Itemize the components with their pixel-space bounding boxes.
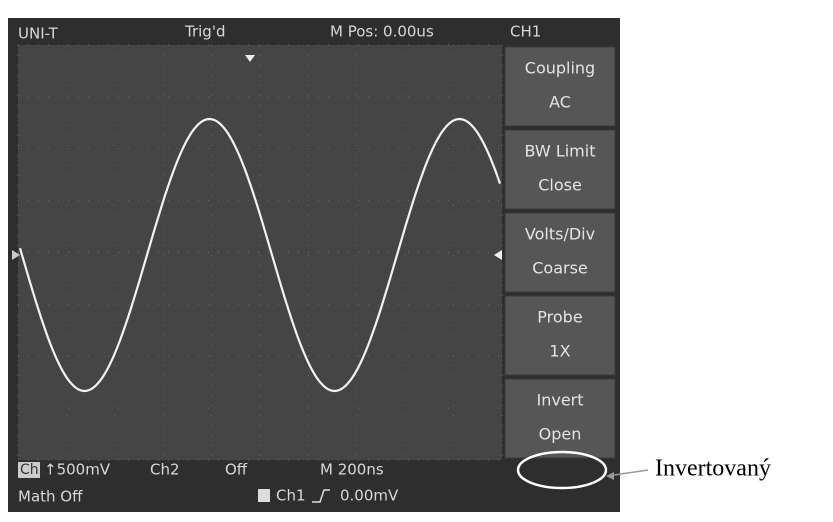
trigger-level: 0.00mV <box>340 487 399 505</box>
menu-label: BW Limit <box>525 142 596 161</box>
menu-value: Coarse <box>532 259 588 278</box>
screenshot: UNI-T Trig'd M Pos: 0.00us CH1 Coupling A… <box>0 0 833 518</box>
trigger-source: Ch1 <box>276 487 306 505</box>
menu-label: Volts/Div <box>525 225 595 244</box>
page: UNI-T Trig'd M Pos: 0.00us CH1 Coupling A… <box>0 0 833 522</box>
menu-value: Close <box>538 176 582 195</box>
annotation: Invertovaný <box>655 456 771 482</box>
side-menu: Coupling AC BW Limit Close Volts/Div Coarse Pr… <box>505 47 615 458</box>
brand: UNI-T <box>18 25 59 43</box>
menu-label: Probe <box>537 308 582 327</box>
menu-label: Coupling <box>525 59 595 78</box>
plot-area <box>18 45 502 460</box>
ch2-state: Off <box>225 461 248 479</box>
math-state: Math Off <box>18 488 83 506</box>
channel: CH1 <box>510 23 541 41</box>
trigger-status: Trig'd <box>184 23 225 41</box>
menu-value: Open <box>539 425 582 444</box>
timebase: M 200ns <box>320 461 384 479</box>
ch2-label: Ch2 <box>150 461 180 479</box>
trigger-icon <box>258 489 270 502</box>
position: M Pos: 0.00us <box>330 23 434 41</box>
menu-label: Invert <box>536 391 583 410</box>
menu-value: AC <box>549 93 571 112</box>
menu-value: 1X <box>549 342 570 361</box>
ch1-scale: ↑500mV <box>44 461 111 479</box>
